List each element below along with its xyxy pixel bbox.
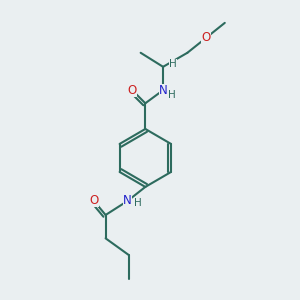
Text: N: N bbox=[159, 84, 167, 97]
Text: H: H bbox=[169, 59, 177, 70]
Text: H: H bbox=[168, 90, 176, 100]
Text: O: O bbox=[202, 31, 211, 44]
Text: O: O bbox=[89, 194, 98, 207]
Text: N: N bbox=[123, 194, 132, 207]
Text: H: H bbox=[134, 198, 142, 208]
Text: O: O bbox=[128, 84, 137, 97]
